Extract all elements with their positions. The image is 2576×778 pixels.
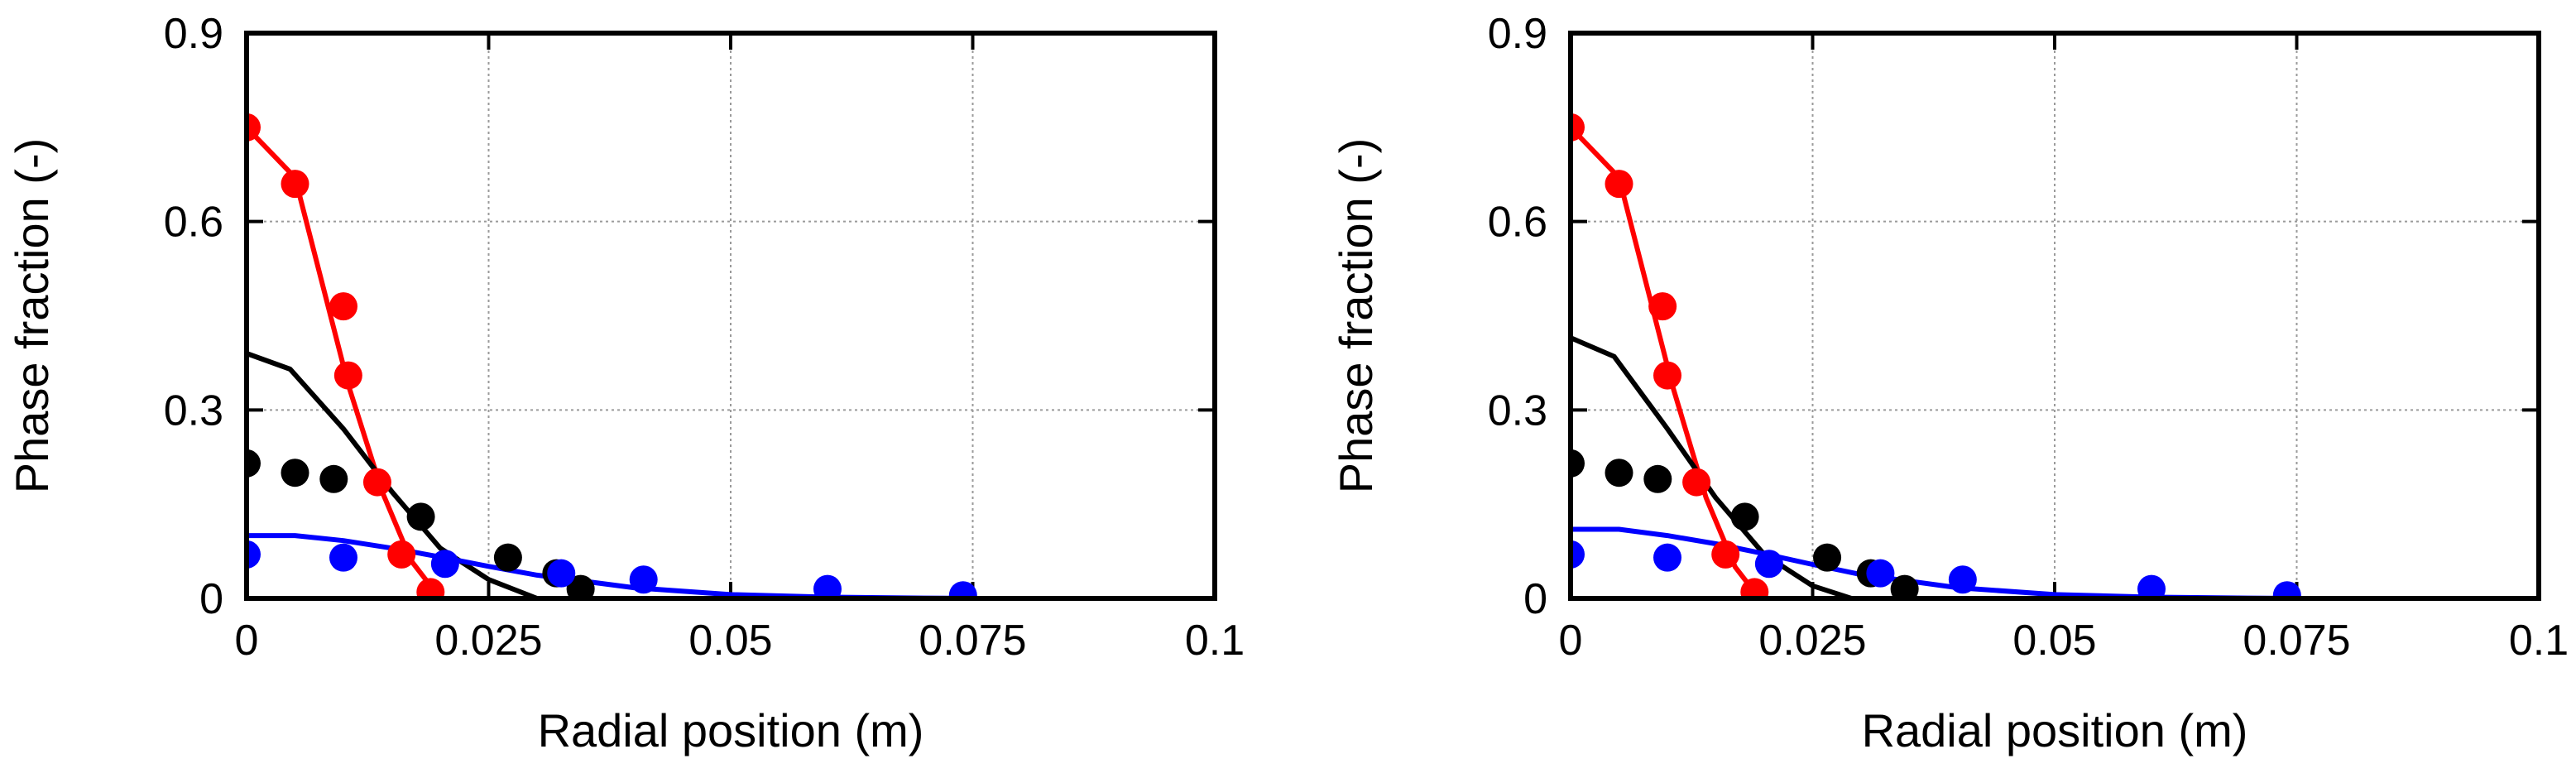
point-blue xyxy=(629,565,658,594)
x-tick-label: 0.025 xyxy=(1758,617,1866,665)
point-black xyxy=(1643,464,1672,493)
y-tick-label: 0 xyxy=(199,575,223,623)
point-black xyxy=(1571,449,1585,478)
x-tick-label: 0.1 xyxy=(2509,617,2569,665)
point-red xyxy=(1711,540,1740,569)
point-blue xyxy=(1948,565,1977,594)
point-black xyxy=(1730,502,1759,531)
y-tick-label: 0.3 xyxy=(1488,387,1547,435)
y-axis-label: Phase fraction (-) xyxy=(1330,138,1382,494)
point-red xyxy=(281,170,309,199)
series-red-line xyxy=(1571,124,1763,598)
point-blue xyxy=(329,543,357,572)
point-red xyxy=(329,292,357,321)
y-tick-label: 0.6 xyxy=(1488,199,1547,247)
y-tick-label: 0.6 xyxy=(164,199,223,247)
point-red xyxy=(1605,170,1633,199)
series-red-line xyxy=(247,124,443,598)
point-blue xyxy=(1571,540,1585,569)
x-tick-label: 0 xyxy=(235,617,259,665)
y-axis-label: Phase fraction (-) xyxy=(6,138,58,494)
x-axis-label: Radial position (m) xyxy=(1862,704,2248,756)
plot-frame xyxy=(244,31,1217,601)
point-black xyxy=(406,502,435,531)
y-tick-label: 0 xyxy=(1523,575,1547,623)
point-red xyxy=(362,468,391,497)
chart-panel-right: 0 0.025 0.05 0.075 0.1 0 0.3 0.6 0.9 Radial posit… xyxy=(1330,10,2569,756)
y-tick-label: 0.9 xyxy=(1488,10,1547,58)
point-red xyxy=(1682,468,1711,497)
point-black xyxy=(247,449,261,478)
series-black-line xyxy=(247,351,540,598)
point-red xyxy=(1740,578,1769,598)
point-blue xyxy=(547,559,576,588)
point-blue xyxy=(1754,550,1783,579)
x-tick-label: 0.05 xyxy=(2012,617,2096,665)
x-axis-label: Radial position (m) xyxy=(538,704,924,756)
plot-area xyxy=(247,113,977,598)
y-tick-label: 0.3 xyxy=(164,387,223,435)
x-tick-label: 0.075 xyxy=(919,617,1026,665)
point-blue xyxy=(2272,581,2301,598)
point-blue xyxy=(2137,574,2166,598)
point-blue xyxy=(1653,543,1681,572)
chart-panel-left: 0 0.025 0.05 0.075 0.1 0 0.3 0.6 0.9 Radial posit… xyxy=(6,10,1245,756)
x-tick-label: 0.025 xyxy=(434,617,542,665)
point-red xyxy=(1653,361,1681,390)
point-red xyxy=(333,361,362,390)
point-black xyxy=(1605,459,1633,487)
point-red xyxy=(1648,292,1677,321)
x-tick-label: 0.1 xyxy=(1185,617,1245,665)
series-black-line xyxy=(1571,335,1854,598)
point-black xyxy=(1890,574,1919,598)
x-tick-label: 0.075 xyxy=(2243,617,2350,665)
x-tick-label: 0 xyxy=(1559,617,1583,665)
point-black xyxy=(493,543,522,572)
y-tick-label: 0.9 xyxy=(164,10,223,58)
plot-area xyxy=(1571,113,2301,598)
point-red xyxy=(1571,113,1585,142)
point-blue xyxy=(1866,559,1895,588)
point-blue xyxy=(813,574,842,598)
x-tick-label: 0.05 xyxy=(688,617,772,665)
point-red xyxy=(247,113,261,142)
point-black xyxy=(566,574,595,598)
point-black xyxy=(1813,543,1842,572)
point-blue xyxy=(247,540,261,569)
plot-frame xyxy=(1568,31,2541,601)
series-blue-line xyxy=(247,533,976,598)
point-blue xyxy=(430,550,459,579)
point-black xyxy=(319,464,348,493)
point-red xyxy=(387,540,416,569)
point-red xyxy=(416,578,445,598)
point-black xyxy=(281,459,309,487)
point-blue xyxy=(948,581,977,598)
